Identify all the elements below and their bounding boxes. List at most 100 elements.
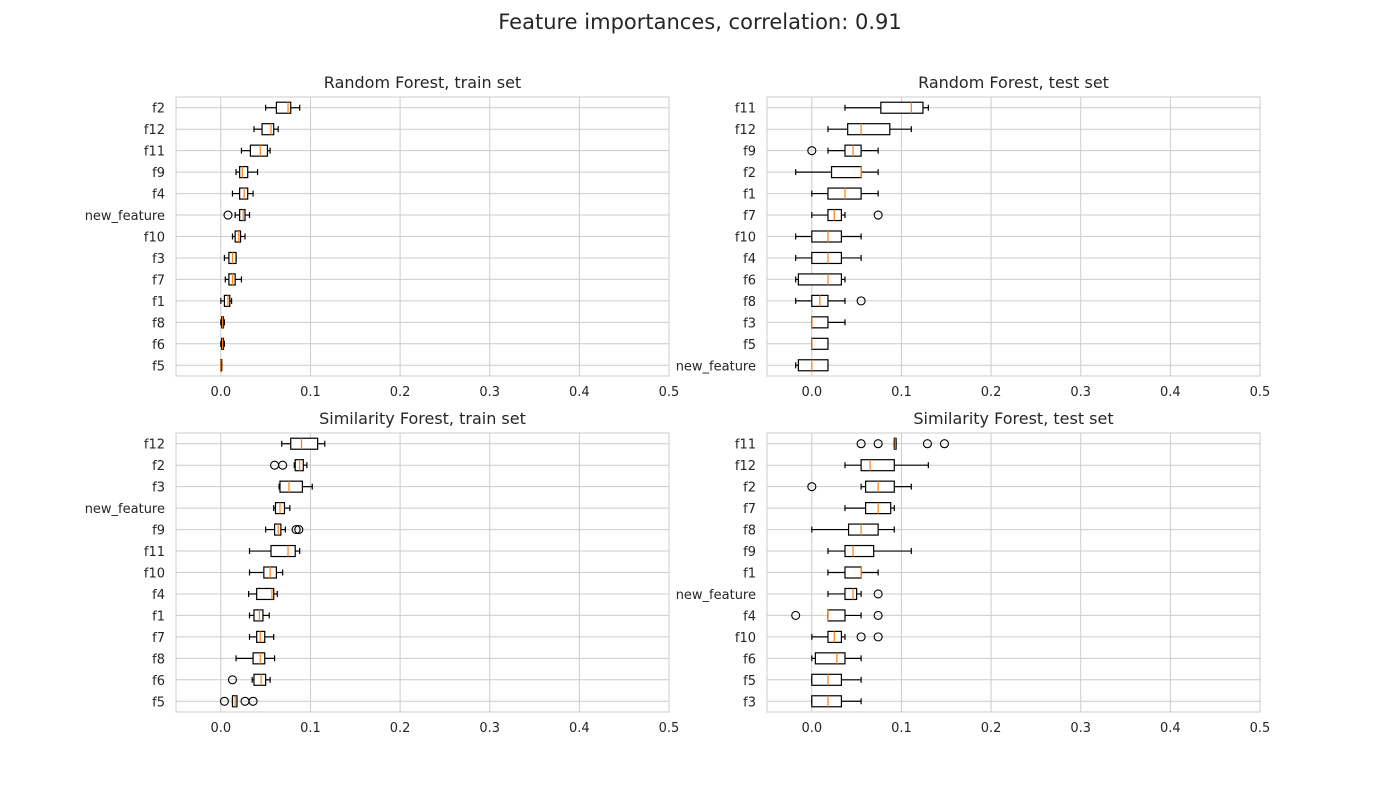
box-f6: f6 bbox=[152, 673, 271, 689]
box-iqr bbox=[814, 652, 846, 665]
box-f9: f9 bbox=[743, 144, 879, 160]
box-iqr bbox=[860, 459, 895, 472]
outlier-point bbox=[873, 589, 883, 599]
y-tick-label: f2 bbox=[152, 459, 165, 474]
y-tick-label: f6 bbox=[743, 273, 756, 288]
box-f5: f5 bbox=[743, 337, 829, 353]
x-tick-label: 0.0 bbox=[801, 385, 822, 400]
box-new_feature: new_feature bbox=[676, 587, 883, 603]
box-f1: f1 bbox=[152, 609, 270, 624]
box-f11: f11 bbox=[144, 144, 271, 160]
x-tick-label: 0.1 bbox=[300, 385, 321, 400]
box-new_feature: new_feature bbox=[85, 502, 291, 517]
box-iqr bbox=[253, 673, 267, 686]
axes-frame bbox=[175, 96, 670, 377]
box-f12: f12 bbox=[735, 459, 929, 474]
y-tick-label: f5 bbox=[743, 338, 756, 353]
x-tick-label: 0.5 bbox=[1250, 721, 1271, 736]
y-tick-label: f1 bbox=[743, 567, 756, 582]
y-tick-label: f3 bbox=[743, 316, 756, 331]
x-tick-label: 0.1 bbox=[891, 385, 912, 400]
outlier-point bbox=[223, 210, 233, 220]
box-iqr bbox=[797, 273, 842, 286]
y-tick-label: f2 bbox=[743, 166, 756, 181]
box-f12: f12 bbox=[144, 437, 326, 453]
x-tick-label: 0.4 bbox=[1160, 721, 1181, 736]
y-tick-label: f5 bbox=[152, 359, 165, 374]
outlier-point bbox=[248, 696, 258, 706]
box-f7: f7 bbox=[152, 273, 243, 288]
subplot-1: Random Forest, train set 0.0 0.1 0.2 0.3 0.4 0… bbox=[85, 73, 680, 400]
box-iqr bbox=[239, 208, 246, 222]
axes-frame bbox=[766, 432, 1261, 713]
outlier-point bbox=[873, 632, 883, 642]
box-iqr bbox=[270, 544, 296, 558]
y-tick-label: f1 bbox=[152, 295, 165, 310]
y-tick-label: f5 bbox=[152, 695, 165, 710]
box-iqr bbox=[797, 359, 829, 372]
box-f11: f11 bbox=[144, 544, 301, 560]
box-f10: f10 bbox=[144, 566, 284, 582]
y-tick-label: f12 bbox=[144, 123, 165, 138]
box-f4: f4 bbox=[743, 251, 862, 267]
y-tick-label: f8 bbox=[152, 316, 165, 331]
y-tick-label: f4 bbox=[743, 609, 756, 624]
outlier-point bbox=[856, 296, 866, 306]
x-tick-label: 0.4 bbox=[1160, 385, 1181, 400]
box-iqr bbox=[279, 480, 303, 493]
y-tick-label: new_feature bbox=[676, 359, 756, 374]
box-f11: f11 bbox=[735, 101, 929, 117]
outlier-point bbox=[873, 210, 883, 220]
box-f5: f5 bbox=[152, 695, 258, 710]
y-tick-label: f12 bbox=[144, 438, 165, 453]
y-tick-label: f4 bbox=[152, 588, 165, 603]
y-tick-label: f3 bbox=[152, 252, 165, 267]
y-tick-label: f7 bbox=[743, 502, 756, 517]
outlier-point bbox=[278, 460, 288, 470]
y-tick-label: f9 bbox=[152, 166, 165, 181]
y-tick-label: f6 bbox=[743, 652, 756, 667]
box-f1: f1 bbox=[743, 187, 879, 203]
box-iqr bbox=[252, 652, 266, 665]
y-tick-label: f3 bbox=[743, 695, 756, 710]
outlier-point bbox=[856, 439, 866, 449]
box-f6: f6 bbox=[743, 652, 862, 667]
y-tick-label: new_feature bbox=[85, 502, 165, 517]
box-f10: f10 bbox=[144, 230, 246, 246]
y-tick-label: f10 bbox=[144, 567, 165, 582]
y-tick-label: f1 bbox=[743, 188, 756, 203]
box-f6: f6 bbox=[152, 337, 226, 353]
y-tick-label: f8 bbox=[152, 652, 165, 667]
x-tick-label: 0.3 bbox=[479, 721, 500, 736]
y-tick-label: f7 bbox=[152, 631, 165, 646]
box-f7: f7 bbox=[743, 208, 883, 224]
box-f8: f8 bbox=[743, 523, 895, 539]
subplot-4: Similarity Forest, test set 0.0 0.1 0.2 0.3 0… bbox=[676, 409, 1271, 736]
box-iqr bbox=[256, 587, 275, 601]
x-tick-label: 0.1 bbox=[891, 721, 912, 736]
y-tick-label: f2 bbox=[743, 481, 756, 496]
y-tick-label: f11 bbox=[735, 438, 756, 453]
box-iqr bbox=[253, 609, 264, 622]
box-f10: f10 bbox=[735, 630, 883, 646]
outlier-point bbox=[294, 525, 304, 535]
y-tick-label: f12 bbox=[735, 123, 756, 138]
x-tick-label: 0.4 bbox=[569, 721, 590, 736]
outlier-point bbox=[873, 610, 883, 620]
subplot-title: Random Forest, train set bbox=[324, 73, 521, 92]
box-f12: f12 bbox=[144, 123, 279, 138]
box-iqr bbox=[234, 230, 242, 243]
box-f2: f2 bbox=[743, 480, 912, 496]
x-tick-label: 0.3 bbox=[1070, 385, 1091, 400]
box-iqr bbox=[864, 480, 895, 493]
box-new_feature: new_feature bbox=[85, 208, 251, 224]
x-tick-label: 0.2 bbox=[390, 385, 411, 400]
box-iqr bbox=[811, 695, 842, 708]
outlier-point bbox=[807, 146, 817, 156]
outlier-point bbox=[922, 439, 932, 449]
y-tick-label: f7 bbox=[152, 273, 165, 288]
box-iqr bbox=[811, 673, 842, 686]
box-f7: f7 bbox=[152, 630, 275, 646]
box-f8: f8 bbox=[743, 294, 866, 310]
